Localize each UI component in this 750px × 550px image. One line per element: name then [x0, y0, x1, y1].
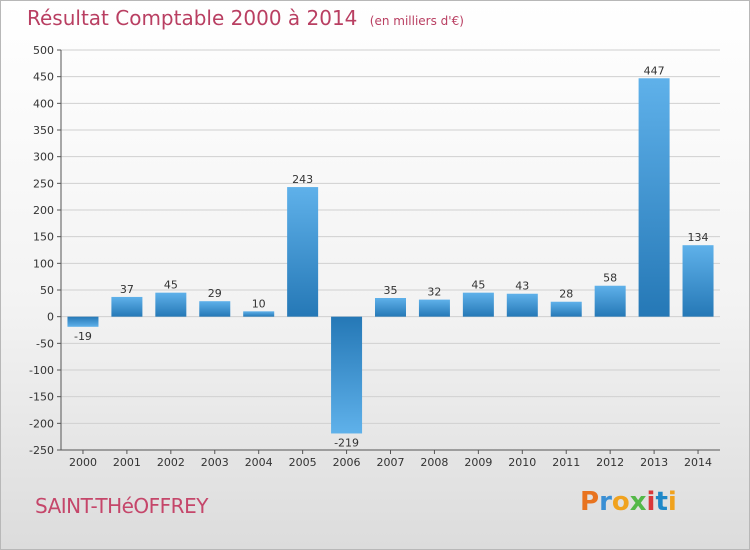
bar-2009 [462, 292, 494, 317]
bar-2007 [375, 298, 406, 317]
value-label: -19 [74, 330, 92, 343]
bars [67, 78, 714, 434]
x-tick-label: 2003 [201, 456, 229, 469]
chart-title: Résultat Comptable 2000 à 2014 (en milli… [27, 6, 464, 30]
x-tick-label: 2008 [420, 456, 448, 469]
value-label: -219 [334, 436, 359, 449]
bar-2014 [682, 245, 714, 317]
value-label: 32 [427, 286, 441, 299]
chart-unit: (en milliers d'€) [369, 14, 464, 28]
bar-2002 [155, 292, 187, 317]
bar-2003 [199, 301, 231, 317]
bar-2001 [111, 296, 143, 317]
x-tick-label: 2013 [640, 456, 668, 469]
value-label: 45 [471, 279, 485, 292]
y-tick-label: -250 [29, 444, 54, 457]
y-tick-label: -200 [29, 417, 54, 430]
y-tick-label: 500 [33, 44, 54, 57]
x-tick-label: 2009 [464, 456, 492, 469]
y-tick-label: 100 [33, 257, 54, 270]
x-tick-label: 2001 [113, 456, 141, 469]
y-tick-label: 350 [33, 124, 54, 137]
bar-2011 [550, 301, 582, 317]
bar-2010 [506, 293, 538, 317]
brand-letter: x [629, 487, 647, 517]
grid-lines [61, 49, 720, 451]
y-tick-label: 50 [40, 284, 54, 297]
bar-2004 [243, 311, 275, 317]
x-tick-label: 2000 [69, 456, 97, 469]
value-label: 243 [292, 173, 313, 186]
value-label: 37 [120, 283, 134, 296]
data-labels: -19 37 45 29 10 243 -219 35 32 45 43 28 58 447 134 [74, 64, 709, 449]
x-tick-label: 2005 [289, 456, 317, 469]
value-label: 28 [559, 288, 573, 301]
value-label: 134 [688, 231, 709, 244]
bar-2013 [638, 78, 670, 317]
bar-2012 [594, 285, 626, 317]
brand-letter: i [667, 487, 677, 517]
bar-2006 [331, 316, 363, 434]
y-tick-label: 150 [33, 231, 54, 244]
brand-letter: r [599, 487, 612, 517]
x-tick-label: 2011 [552, 456, 580, 469]
axes: -250 -200 -150 -100 -50 0 50 100 150 200 250 300 350… [29, 44, 720, 469]
bar-2000 [67, 316, 99, 327]
x-tick-label: 2004 [245, 456, 273, 469]
y-tick-label: 300 [33, 151, 54, 164]
value-label: 10 [252, 297, 266, 310]
x-tick-label: 2002 [157, 456, 185, 469]
value-label: 35 [384, 284, 398, 297]
x-tick-label: 2012 [596, 456, 624, 469]
brand-letter: i [646, 487, 656, 517]
value-label: 58 [603, 272, 617, 285]
y-tick-label: -100 [29, 364, 54, 377]
y-tick-label: 450 [33, 71, 54, 84]
value-label: 29 [208, 287, 222, 300]
chart-title-text: Résultat Comptable 2000 à 2014 [27, 6, 358, 30]
town-name: SAINT-THéOFFREY [35, 494, 208, 518]
proxiti-logo[interactable]: Proxiti [580, 487, 677, 517]
y-tick-label: 200 [33, 204, 54, 217]
brand-letter: P [580, 487, 600, 517]
value-label: 447 [644, 64, 665, 77]
x-tick-label: 2014 [684, 456, 712, 469]
x-tick-label: 2007 [377, 456, 405, 469]
y-tick-label: 0 [47, 311, 54, 324]
bar-2005 [287, 187, 319, 317]
y-tick-label: 250 [33, 177, 54, 190]
y-tick-label: -50 [36, 337, 54, 350]
y-tick-label: -150 [29, 391, 54, 404]
brand-letter: t [655, 487, 668, 517]
bar-2008 [418, 299, 450, 317]
brand-letter: o [611, 487, 630, 517]
x-tick-label: 2006 [333, 456, 361, 469]
y-tick-label: 400 [33, 97, 54, 110]
value-label: 43 [515, 280, 529, 293]
x-tick-label: 2010 [508, 456, 536, 469]
value-label: 45 [164, 279, 178, 292]
